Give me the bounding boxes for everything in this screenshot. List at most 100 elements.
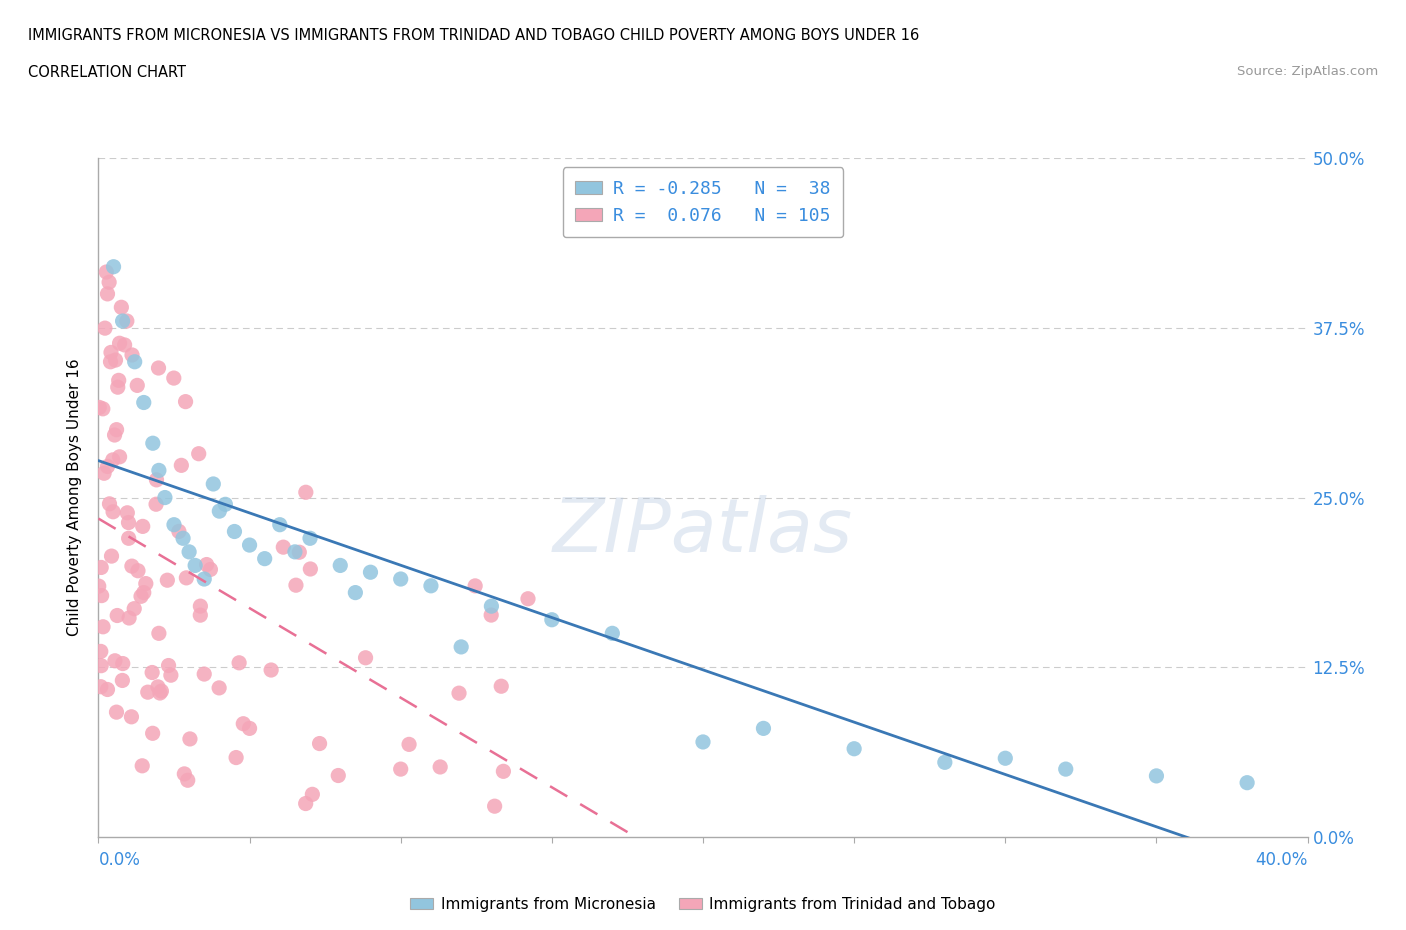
Point	[148, 463, 170, 478]
Point	[541, 612, 564, 627]
Point	[104, 352, 127, 367]
Point	[284, 578, 307, 592]
Point	[1054, 762, 1077, 777]
Point	[360, 565, 382, 579]
Point	[354, 650, 377, 665]
Point	[202, 476, 225, 491]
Point	[172, 531, 194, 546]
Point	[214, 497, 236, 512]
Point	[148, 361, 170, 376]
Point	[208, 504, 231, 519]
Point	[96, 286, 118, 301]
Point	[100, 549, 122, 564]
Point	[148, 626, 170, 641]
Point	[91, 402, 114, 417]
Point	[132, 519, 155, 534]
Point	[124, 354, 146, 369]
Point	[239, 721, 262, 736]
Point	[115, 313, 138, 328]
Point	[188, 607, 211, 622]
Point	[163, 517, 186, 532]
Point	[208, 681, 231, 696]
Point	[193, 667, 215, 682]
Point	[225, 751, 247, 765]
Point	[484, 799, 506, 814]
Point	[96, 682, 118, 697]
Point	[98, 274, 121, 289]
Point	[228, 656, 250, 671]
Point	[934, 755, 956, 770]
Point	[101, 504, 124, 519]
Text: Source: ZipAtlas.com: Source: ZipAtlas.com	[1237, 65, 1378, 78]
Point	[142, 726, 165, 741]
Point	[105, 608, 128, 623]
Point	[117, 515, 139, 530]
Point	[145, 497, 167, 512]
Point	[163, 371, 186, 386]
Legend: R = -0.285   N =  38, R =  0.076   N = 105: R = -0.285 N = 38, R = 0.076 N = 105	[562, 167, 844, 237]
Point	[118, 531, 141, 546]
Point	[176, 570, 198, 585]
Point	[295, 485, 318, 499]
Point	[145, 472, 167, 487]
Point	[120, 710, 142, 724]
Point	[105, 705, 128, 720]
Point	[122, 601, 145, 616]
Point	[107, 373, 129, 388]
Point	[111, 313, 134, 328]
Point	[299, 562, 322, 577]
Point	[87, 578, 110, 593]
Point	[153, 490, 176, 505]
Point	[284, 544, 307, 559]
Point	[157, 658, 180, 673]
Point	[602, 626, 624, 641]
Point	[127, 564, 149, 578]
Point	[195, 557, 218, 572]
Point	[135, 577, 157, 591]
Point	[108, 336, 131, 351]
Point	[107, 379, 129, 394]
Point	[150, 684, 173, 698]
Point	[173, 766, 195, 781]
Point	[492, 764, 515, 778]
Point	[149, 685, 172, 700]
Point	[179, 732, 201, 747]
Point	[141, 665, 163, 680]
Point	[994, 751, 1017, 765]
Point	[103, 259, 125, 274]
Point	[131, 758, 153, 773]
Point	[101, 453, 124, 468]
Point	[93, 466, 115, 481]
Point	[89, 400, 111, 415]
Point	[450, 640, 472, 655]
Point	[111, 657, 134, 671]
Point	[167, 524, 190, 538]
Text: 40.0%: 40.0%	[1256, 851, 1308, 869]
Point	[170, 458, 193, 472]
Point	[420, 578, 443, 593]
Point	[398, 737, 420, 751]
Point	[389, 762, 412, 777]
Point	[179, 544, 201, 559]
Point	[752, 721, 775, 736]
Point	[301, 787, 323, 802]
Point	[344, 585, 367, 600]
Point	[100, 354, 122, 369]
Point	[239, 538, 262, 552]
Point	[273, 539, 295, 554]
Point	[105, 422, 128, 437]
Point	[177, 773, 200, 788]
Point	[110, 299, 132, 314]
Point	[90, 658, 112, 673]
Point	[329, 558, 352, 573]
Point	[114, 338, 136, 352]
Text: IMMIGRANTS FROM MICRONESIA VS IMMIGRANTS FROM TRINIDAD AND TOBAGO CHILD POVERTY : IMMIGRANTS FROM MICRONESIA VS IMMIGRANTS…	[28, 28, 920, 43]
Point	[146, 680, 169, 695]
Point	[224, 525, 246, 539]
Point	[200, 562, 222, 577]
Point	[260, 662, 283, 677]
Text: ZIPatlas: ZIPatlas	[553, 496, 853, 567]
Y-axis label: Child Poverty Among Boys Under 16: Child Poverty Among Boys Under 16	[67, 359, 83, 636]
Point	[127, 378, 149, 392]
Text: CORRELATION CHART: CORRELATION CHART	[28, 65, 186, 80]
